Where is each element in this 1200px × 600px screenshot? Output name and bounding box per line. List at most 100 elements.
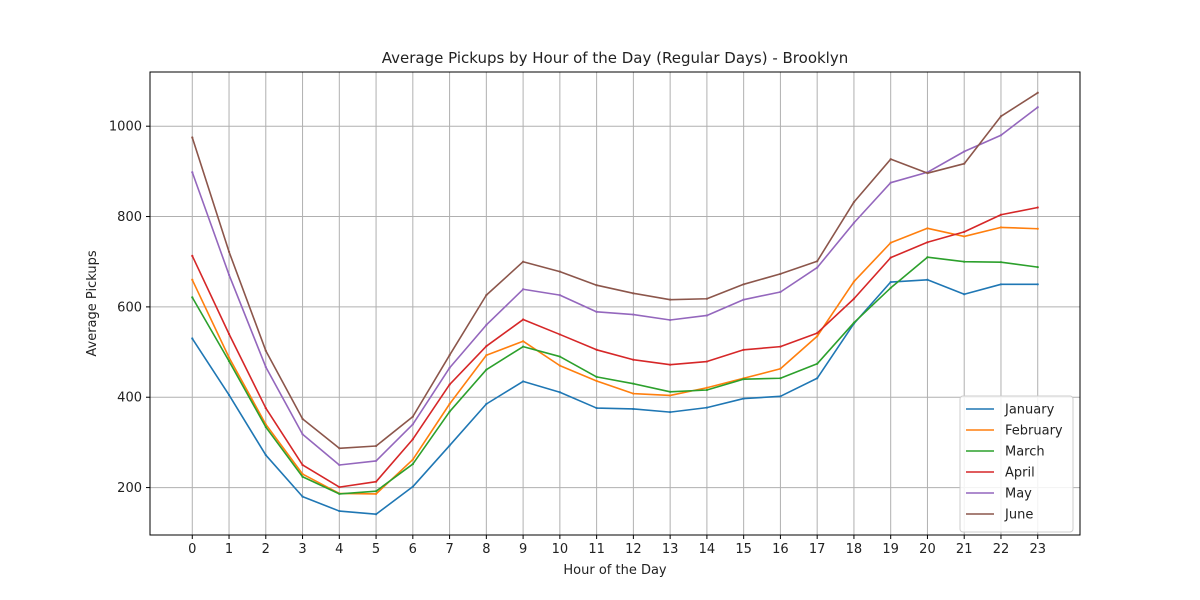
data-point-january [632,407,635,411]
data-point-june [999,115,1003,118]
data-point-june [742,283,745,286]
series-line-february [191,226,1038,495]
legend-label-january: January [1004,403,1055,418]
data-point-april [779,345,782,348]
data-point-february [669,394,672,397]
data-point-january [595,406,598,410]
grid [150,72,1080,535]
data-point-may [889,181,892,184]
data-point-may [448,366,451,369]
x-tick-label: 17 [809,542,826,557]
data-point-june [816,260,819,263]
data-point-april [338,486,341,489]
data-point-june [522,260,525,263]
data-point-june [374,444,378,448]
data-point-may [191,171,194,174]
data-point-january [963,293,966,296]
x-tick-label: 0 [188,542,196,557]
data-point-april [669,363,672,366]
data-point-march [485,368,488,371]
data-point-february [1036,227,1039,230]
y-tick-label: 400 [117,391,142,406]
legend: January February March April May June [959,395,1074,533]
data-point-may [595,310,598,313]
plot-frame [149,71,1081,536]
x-axis: 0 1 2 3 4 5 6 7 8 9 10 11 12 13 14 15 16 17 18 19 20 21 22 23 [188,535,1046,557]
data-point-june [926,172,929,175]
data-point-march [411,462,414,466]
data-point-june [301,417,304,421]
data-point-january [742,397,745,400]
x-tick-label: 11 [588,542,605,557]
x-tick-label: 7 [445,542,453,557]
data-point-january [522,380,525,383]
data-point-january [374,513,378,516]
y-tick-label: 1000 [109,120,142,135]
series-line-june [191,92,1039,450]
data-point-may [852,221,856,224]
data-point-may [963,150,966,153]
data-point-march [1036,266,1039,269]
data-point-may [1036,106,1039,109]
data-point-april [485,345,488,348]
legend-label-march: March [1005,445,1045,460]
data-point-march [264,425,267,429]
y-tick-label: 800 [117,210,142,225]
data-point-january [191,337,194,340]
data-point-march [448,410,451,413]
x-tick-label: 18 [846,542,863,557]
data-point-february [595,379,598,383]
data-point-may [411,423,414,426]
data-point-march [595,375,598,379]
data-point-january [301,495,304,498]
data-point-february [485,354,488,357]
data-point-february [999,226,1003,229]
data-point-june [485,294,488,297]
data-point-april [301,463,304,467]
series-layer [191,91,1039,516]
data-point-april [264,406,267,410]
data-point-january [999,283,1003,286]
data-point-january [1036,283,1039,286]
x-tick-label: 6 [409,542,417,557]
x-tick-label: 4 [335,542,343,557]
x-tick-label: 2 [262,542,270,557]
chart-title: Average Pickups by Hour of the Day (Regu… [382,49,849,67]
data-point-march [558,355,561,358]
series-line-march [191,256,1038,495]
data-point-april [1036,206,1039,209]
data-point-march [338,492,341,495]
x-tick-label: 19 [882,542,899,557]
x-tick-label: 5 [372,542,380,557]
data-point-april [595,348,598,351]
x-tick-label: 13 [662,542,679,557]
data-point-april [963,230,966,234]
data-point-february [889,241,892,244]
data-point-april [816,331,819,335]
data-point-february [301,472,304,476]
data-point-march [374,490,378,493]
series-line-january [191,278,1038,516]
data-point-april [926,241,929,244]
data-point-april [999,213,1003,216]
data-point-march [191,296,194,299]
data-point-march [301,475,304,478]
data-point-march [632,382,635,385]
data-point-february [926,227,929,230]
data-point-february [816,335,819,338]
data-point-june [889,158,892,161]
x-tick-label: 15 [735,542,752,557]
data-point-march [999,261,1003,264]
data-point-june [595,284,598,287]
data-point-january [779,395,782,398]
data-point-april [448,383,451,386]
data-point-march [963,260,966,263]
data-point-april [632,358,635,361]
x-tick-label: 1 [225,542,233,557]
data-point-january [448,444,451,447]
data-point-june [779,272,782,276]
data-point-march [522,345,525,348]
data-point-january [669,411,672,414]
data-point-january [411,485,414,488]
legend-label-february: February [1005,424,1063,439]
